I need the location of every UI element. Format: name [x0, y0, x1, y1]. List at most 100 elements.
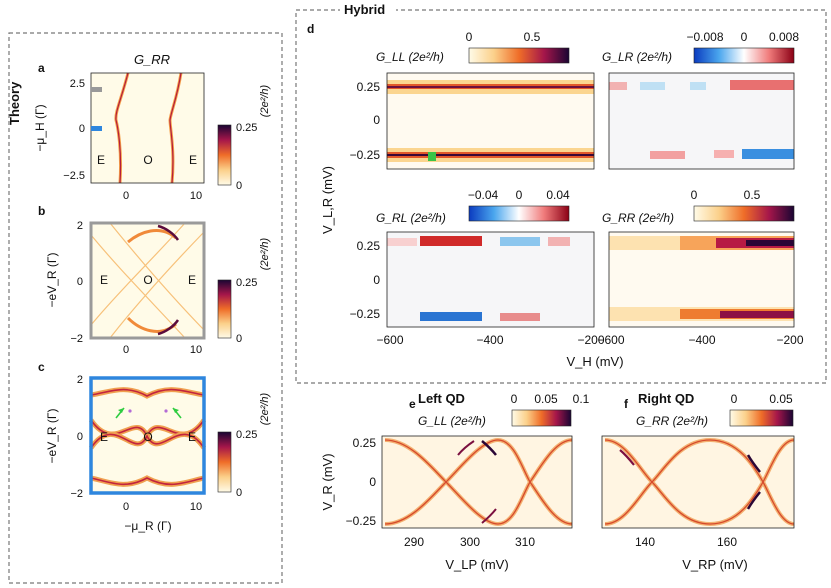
panel-c-ytick: 0 [77, 431, 83, 443]
panel-a-ylabel: −μ_H (Γ) [33, 104, 47, 151]
panel-a-ytick: −2.5 [63, 170, 85, 182]
panel-d-xtick: −400 [476, 333, 503, 347]
panel-e-cbar-tick: 0.05 [534, 392, 558, 406]
panel-b-xtick: 10 [190, 344, 202, 356]
panel-d-xtick: −600 [376, 333, 403, 347]
panel-c-region-label: E [100, 430, 108, 444]
hybrid-box [295, 9, 827, 384]
panel-b-ytick: 2 [77, 220, 83, 232]
panel-b-cbar-label: (2e²/h) [259, 237, 271, 270]
panel-e-colorbar [511, 409, 572, 427]
panel-e-xtick: 290 [404, 535, 424, 549]
panel-e-ylabel: V_R (mV) [320, 453, 335, 510]
panel-d-xtick: −400 [688, 333, 715, 347]
panel-c-cbar-tick: 0.25 [236, 429, 257, 441]
panel-b-plot [89, 221, 206, 340]
panel-d-grl-name: G_RL (2e²/h) [376, 211, 446, 225]
panel-letter-e: e [409, 397, 416, 411]
panel-b-region-label: E [100, 273, 108, 287]
panel-c-ytick: −2 [70, 488, 83, 500]
panel-d-gll-cbar-tick: 0 [466, 30, 473, 44]
panel-letter-f: f [624, 397, 629, 411]
panel-b-ytick: −2 [70, 333, 83, 345]
panel-d-gll-plot [386, 72, 595, 170]
panel-d-gll-colorbar [468, 47, 570, 64]
panel-letter-c: c [38, 360, 45, 374]
panel-c-region-label: O [143, 430, 152, 444]
panel-e-xlabel: V_LP (mV) [445, 557, 508, 572]
panel-d-xtick: −200 [577, 333, 604, 347]
panel-e-plot [381, 435, 573, 529]
panel-f-cbar-name: G_RR (2e²/h) [636, 414, 708, 428]
panel-c-plot [88, 376, 207, 495]
panel-e-ytick: 0 [369, 475, 376, 489]
panel-d-grl-cbar-tick: 0.04 [546, 188, 570, 202]
panel-f-plot [601, 435, 795, 529]
panel-b-cbar-tick: 0 [236, 333, 242, 345]
panel-e-ytick: 0.25 [353, 436, 377, 450]
panel-d-glr-cbar-tick: 0.008 [769, 30, 799, 44]
panel-d-xlabel: V_H (mV) [566, 354, 623, 369]
panel-f-xlabel: V_RP (mV) [682, 557, 748, 572]
panel-d-gll-name: G_LL (2e²/h) [376, 50, 444, 64]
panel-c-colorbar [217, 431, 232, 493]
panel-a-plot [90, 72, 205, 184]
panel-d-grl-plot [386, 231, 595, 328]
panel-a-colorbar [217, 124, 232, 186]
panel-d-ytick: −0.25 [350, 148, 381, 162]
panel-d-ytick: 0 [373, 273, 380, 287]
panel-b-ytick: 0 [77, 276, 83, 288]
panel-d-xtick: −600 [597, 333, 624, 347]
panel-c-xtick: 10 [190, 501, 202, 513]
hybrid-label: Hybrid [344, 2, 385, 17]
panel-c-cbar-label: (2e²/h) [259, 392, 271, 425]
panel-e-title: Left QD [418, 391, 465, 406]
panel-f-cbar-tick: 0 [731, 392, 738, 406]
panel-d-grl-cbar-tick: 0 [516, 188, 523, 202]
panel-f-title: Right QD [638, 391, 694, 406]
panel-d-glr-cbar-tick: 0 [741, 30, 748, 44]
panel-a-ytick: 0 [79, 123, 85, 135]
panel-d-grr-plot [608, 231, 795, 328]
panel-letter-d: d [307, 22, 314, 36]
panel-f-cbar-tick: 0.05 [769, 392, 793, 406]
panel-c-xtick: 0 [123, 501, 129, 513]
theory-box [8, 32, 283, 584]
panel-d-ytick: 0.25 [357, 80, 381, 94]
panel-d-glr-plot [608, 72, 795, 170]
panel-d-glr-colorbar [693, 47, 795, 64]
panel-c-xlabel: −μ_R (Γ) [124, 519, 171, 533]
panel-d-ytick: 0 [373, 113, 380, 127]
panel-e-ytick: −0.25 [346, 514, 377, 528]
panel-a-xtick: 0 [123, 190, 129, 202]
panel-f-xtick: 140 [635, 535, 655, 549]
panel-e-xtick: 310 [515, 535, 535, 549]
panel-f-xtick: 160 [717, 535, 737, 549]
panel-b-colorbar [217, 279, 232, 339]
panel-a-marker-gray [91, 87, 102, 92]
panel-d-glr-cbar-tick: −0.008 [686, 30, 723, 44]
panel-c-cbar-tick: 0 [236, 487, 242, 499]
panel-c-ylabel: −eV_R (Γ) [45, 409, 59, 464]
panel-b-cbar-tick: 0.25 [236, 277, 257, 289]
panel-e-cbar-tick: 0.1 [573, 392, 590, 406]
panel-a-region-label: E [189, 153, 197, 167]
panel-d-ylabel: V_L,R (mV) [320, 166, 335, 234]
panel-c-ytick: 2 [77, 374, 83, 386]
panel-d-grr-cbar-tick: 0 [691, 188, 698, 202]
panel-e-xtick: 300 [460, 535, 480, 549]
panel-letter-b: b [38, 204, 45, 218]
panel-e-cbar-tick: 0 [511, 392, 518, 406]
panel-d-grl-cbar-tick: −0.04 [468, 188, 499, 202]
panel-a-region-label: E [97, 153, 105, 167]
panel-e-cbar-name: G_LL (2e²/h) [418, 414, 486, 428]
panel-d-xtick: −200 [776, 333, 803, 347]
panel-a-cbar-tick: 0.25 [236, 122, 257, 134]
panel-a-title: G_RR [134, 52, 170, 67]
panel-a-marker-blue [91, 126, 102, 131]
panel-d-grr-name: G_RR (2e²/h) [602, 211, 674, 225]
panel-a-cbar-tick: 0 [236, 180, 242, 192]
panel-a-cbar-label: (2e²/h) [259, 84, 271, 117]
panel-d-grr-colorbar [693, 205, 795, 222]
panel-d-ytick: −0.25 [350, 307, 381, 321]
